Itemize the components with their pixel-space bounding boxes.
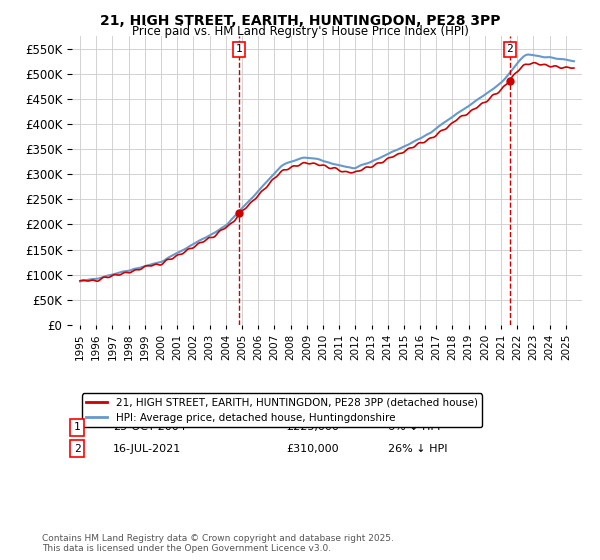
Text: £310,000: £310,000 bbox=[286, 444, 339, 454]
Text: 1: 1 bbox=[236, 44, 242, 54]
Text: 2: 2 bbox=[506, 44, 513, 54]
Text: 2: 2 bbox=[74, 444, 80, 454]
Text: 25-OCT-2004: 25-OCT-2004 bbox=[113, 422, 185, 432]
Text: Contains HM Land Registry data © Crown copyright and database right 2025.
This d: Contains HM Land Registry data © Crown c… bbox=[42, 534, 394, 553]
Text: £225,000: £225,000 bbox=[286, 422, 339, 432]
Text: 16-JUL-2021: 16-JUL-2021 bbox=[113, 444, 181, 454]
Text: 6% ↓ HPI: 6% ↓ HPI bbox=[388, 422, 440, 432]
Text: 26% ↓ HPI: 26% ↓ HPI bbox=[388, 444, 448, 454]
Text: 21, HIGH STREET, EARITH, HUNTINGDON, PE28 3PP: 21, HIGH STREET, EARITH, HUNTINGDON, PE2… bbox=[100, 14, 500, 28]
Text: 1: 1 bbox=[74, 422, 80, 432]
Text: Price paid vs. HM Land Registry's House Price Index (HPI): Price paid vs. HM Land Registry's House … bbox=[131, 25, 469, 38]
Legend: 21, HIGH STREET, EARITH, HUNTINGDON, PE28 3PP (detached house), HPI: Average pri: 21, HIGH STREET, EARITH, HUNTINGDON, PE2… bbox=[82, 394, 482, 427]
